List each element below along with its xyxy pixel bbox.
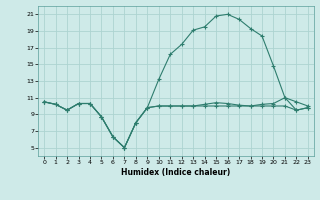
X-axis label: Humidex (Indice chaleur): Humidex (Indice chaleur) <box>121 168 231 177</box>
